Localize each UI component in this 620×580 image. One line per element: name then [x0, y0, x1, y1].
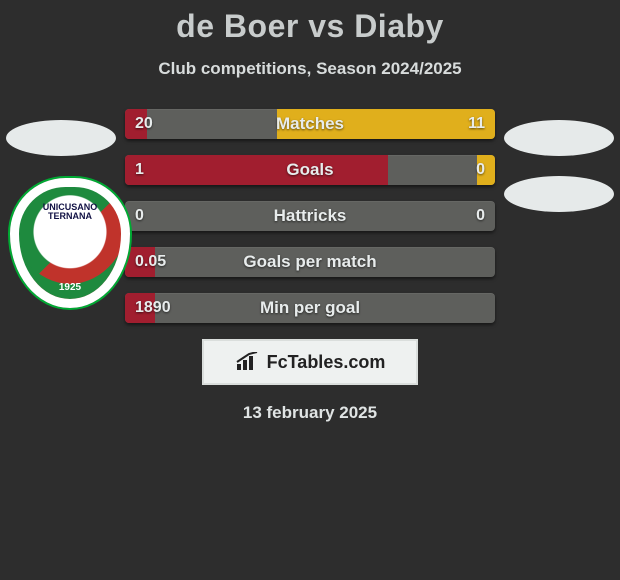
- stat-label: Matches: [125, 109, 495, 139]
- stat-row: 20Matches11: [125, 109, 495, 139]
- brand-text: FcTables.com: [267, 352, 386, 373]
- page-subtitle: Club competitions, Season 2024/2025: [0, 59, 620, 79]
- stat-label: Min per goal: [125, 293, 495, 323]
- page-title: de Boer vs Diaby: [0, 8, 620, 45]
- stat-label: Hattricks: [125, 201, 495, 231]
- stat-row: 1Goals0: [125, 155, 495, 185]
- brand-watermark: FcTables.com: [202, 339, 418, 385]
- stat-value-right: 0: [476, 201, 485, 231]
- stat-value-right: 11: [468, 109, 485, 139]
- stat-row: 0Hattricks0: [125, 201, 495, 231]
- stat-label: Goals: [125, 155, 495, 185]
- stat-row: 0.05Goals per match: [125, 247, 495, 277]
- stat-label: Goals per match: [125, 247, 495, 277]
- date-label: 13 february 2025: [0, 403, 620, 423]
- chart-icon: [235, 352, 261, 372]
- stats-table: 20Matches111Goals00Hattricks00.05Goals p…: [125, 109, 495, 323]
- stat-row: 1890Min per goal: [125, 293, 495, 323]
- stat-value-right: 0: [476, 155, 485, 185]
